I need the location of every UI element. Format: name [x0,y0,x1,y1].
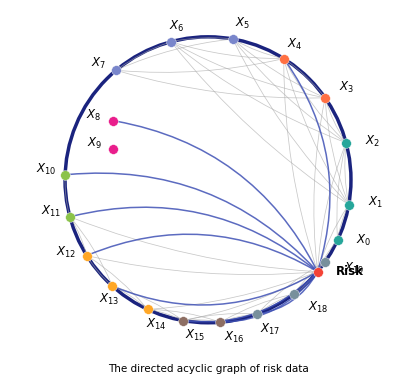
Text: $X_{3}$: $X_{3}$ [339,80,354,95]
Text: $X_{18}$: $X_{18}$ [308,300,328,315]
Text: The directed acyclic graph of risk data: The directed acyclic graph of risk data [108,364,308,374]
Text: $X_{15}$: $X_{15}$ [185,328,205,344]
Text: Risk: Risk [336,265,364,278]
Text: $X_{4}$: $X_{4}$ [287,37,302,52]
Text: $X_{0}$: $X_{0}$ [356,233,371,248]
Text: $X_{14}$: $X_{14}$ [146,317,166,332]
Text: $X_{13}$: $X_{13}$ [99,292,119,307]
Text: $X_{2}$: $X_{2}$ [365,133,380,149]
Text: $X_{19}$: $X_{19}$ [344,261,364,276]
Text: $X_{1}$: $X_{1}$ [367,195,383,211]
Text: $X_{12}$: $X_{12}$ [56,245,77,260]
Text: $X_{17}$: $X_{17}$ [260,322,280,337]
Text: $X_{11}$: $X_{11}$ [41,204,61,219]
Text: $X_{16}$: $X_{16}$ [224,330,244,345]
Text: $X_{6}$: $X_{6}$ [169,19,185,34]
Text: $X_{9}$: $X_{9}$ [87,136,102,151]
Text: $X_{10}$: $X_{10}$ [36,162,57,177]
Text: $X_{7}$: $X_{7}$ [91,56,106,71]
Text: $X_{8}$: $X_{8}$ [86,108,102,123]
Text: $X_{5}$: $X_{5}$ [235,16,250,31]
